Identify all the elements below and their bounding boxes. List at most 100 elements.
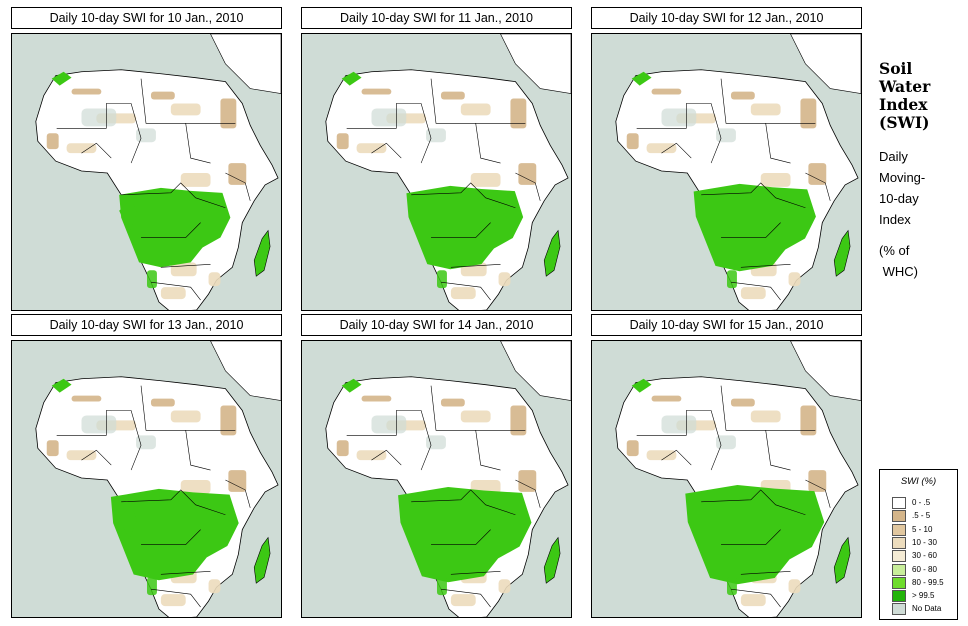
country-border xyxy=(346,410,432,471)
country-border xyxy=(701,489,806,516)
madagascar xyxy=(253,536,271,584)
panel-title: Daily 10-day SWI for 15 Jan., 2010 xyxy=(591,314,862,336)
legend-swatch xyxy=(892,536,906,549)
wet-zone xyxy=(341,378,362,393)
dry-zone xyxy=(336,133,349,150)
no-data-zone xyxy=(661,415,697,434)
country-border xyxy=(371,449,402,466)
legend-label: .5 - 5 xyxy=(912,511,931,521)
country-border xyxy=(721,529,781,545)
country-border xyxy=(730,588,781,608)
country-border xyxy=(431,529,491,545)
legend-swatch xyxy=(892,550,906,563)
dry-zone xyxy=(730,91,755,100)
map-canvas xyxy=(592,341,861,617)
dry-zone xyxy=(626,440,639,457)
eurasia-land xyxy=(210,341,281,401)
index-subtitle: Daily Moving- 10-day Index xyxy=(879,149,926,227)
country-border xyxy=(121,182,226,209)
wet-zone xyxy=(119,198,138,233)
country-border xyxy=(56,103,142,164)
legend-label: 0 - .5 xyxy=(912,498,931,507)
madagascar xyxy=(543,536,561,584)
map-panel-1: Daily 10-day SWI for 10 Jan., 2010 xyxy=(11,7,282,311)
dry-zone xyxy=(220,405,237,436)
map-canvas xyxy=(592,34,861,310)
no-data-zone xyxy=(371,415,407,434)
dry-zone-light xyxy=(356,143,387,154)
dry-zone-light xyxy=(498,272,511,287)
dry-zone xyxy=(46,440,59,457)
country-border xyxy=(150,588,201,608)
wet-zone xyxy=(341,71,362,86)
no-data-zone xyxy=(371,108,407,127)
africa-map xyxy=(301,33,572,311)
madagascar xyxy=(833,536,851,584)
country-border xyxy=(730,281,781,301)
wet-zone xyxy=(699,505,718,540)
dry-zone xyxy=(71,395,102,402)
country-border xyxy=(450,571,501,575)
country-border xyxy=(56,410,142,471)
map-panel-4: Daily 10-day SWI for 13 Jan., 2010 xyxy=(11,314,282,618)
panel-title: Daily 10-day SWI for 11 Jan., 2010 xyxy=(301,7,572,29)
dry-zone-light xyxy=(470,172,501,187)
dry-zone xyxy=(71,88,102,95)
eurasia-land xyxy=(790,34,861,94)
country-border xyxy=(636,103,722,164)
dry-zone xyxy=(440,398,465,407)
no-data-zone xyxy=(661,108,697,127)
index-unit: (% of WHC) xyxy=(879,243,918,279)
dry-zone-light xyxy=(788,579,801,594)
dry-zone xyxy=(228,470,247,492)
legend-label: 10 - 30 xyxy=(912,537,937,547)
dry-zone xyxy=(220,98,237,129)
dry-zone xyxy=(440,91,465,100)
country-border xyxy=(411,489,516,516)
legend-swatch xyxy=(892,510,906,523)
country-border xyxy=(440,588,491,608)
country-border xyxy=(160,264,211,268)
country-border xyxy=(636,410,722,471)
dry-zone-light xyxy=(180,479,211,494)
wet-zone xyxy=(699,198,718,233)
dry-zone xyxy=(518,163,537,185)
legend-swatch xyxy=(892,590,906,603)
country-border xyxy=(81,449,112,466)
legend-title: SWI (%) xyxy=(900,476,937,487)
wet-zone xyxy=(631,71,652,86)
dry-zone xyxy=(626,133,639,150)
country-border xyxy=(661,449,692,466)
dry-zone-light xyxy=(356,450,387,461)
country-border xyxy=(431,222,491,238)
africa-map xyxy=(591,340,862,618)
country-border xyxy=(225,172,251,201)
dry-zone xyxy=(46,133,59,150)
dry-zone-light xyxy=(160,287,186,300)
dry-zone-light xyxy=(180,172,211,187)
wet-zone xyxy=(436,577,447,596)
map-canvas xyxy=(12,341,281,617)
dry-zone xyxy=(808,470,827,492)
dry-zone-light xyxy=(760,172,791,187)
africa-map xyxy=(591,33,862,311)
legend-label: 60 - 80 xyxy=(912,564,937,574)
country-border xyxy=(121,489,226,516)
wet-zone xyxy=(146,577,157,596)
dry-zone-light xyxy=(750,103,781,116)
index-description: Soil Water Index (SWI) Daily Moving- 10-… xyxy=(879,60,959,282)
madagascar xyxy=(833,229,851,277)
country-border xyxy=(225,479,251,508)
eurasia-land xyxy=(210,34,281,94)
eurasia-land xyxy=(500,34,571,94)
dry-zone xyxy=(228,163,247,185)
map-canvas xyxy=(302,341,571,617)
dry-zone-light xyxy=(788,272,801,287)
panel-title: Daily 10-day SWI for 14 Jan., 2010 xyxy=(301,314,572,336)
wet-zone xyxy=(409,198,428,233)
dry-zone-light xyxy=(450,594,476,607)
wet-zone xyxy=(110,488,239,581)
wet-zone xyxy=(726,577,737,596)
index-heading: Soil Water Index (SWI) xyxy=(879,59,931,132)
legend-swatch xyxy=(892,497,906,509)
